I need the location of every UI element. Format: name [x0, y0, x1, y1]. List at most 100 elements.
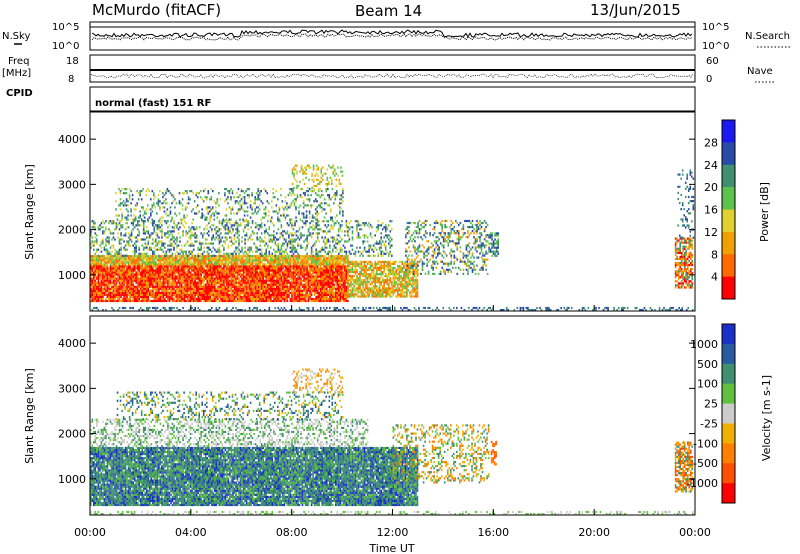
- power-cell: [117, 263, 119, 266]
- power-cell: [335, 281, 337, 284]
- power-cell: [332, 281, 334, 284]
- power-cell: [391, 291, 393, 294]
- power-cell: [188, 279, 190, 282]
- power-cell: [177, 281, 180, 284]
- power-cell: [227, 277, 230, 280]
- power-cell: [150, 291, 153, 294]
- power-cell: [206, 263, 209, 266]
- power-cell: [159, 265, 162, 268]
- power-cell: [327, 291, 330, 294]
- power-cell: [176, 226, 178, 229]
- power-cell: [91, 281, 94, 284]
- power-cell: [377, 266, 379, 270]
- power-cell: [366, 262, 369, 265]
- power-cell: [241, 265, 243, 268]
- power-cell: [209, 226, 212, 229]
- power-cell: [285, 267, 287, 270]
- power-cell: [115, 263, 118, 266]
- power-cell: [274, 257, 277, 260]
- power-cell: [124, 248, 127, 251]
- power-cell: [309, 275, 311, 278]
- power-cell: [306, 275, 308, 278]
- power-cell: [159, 226, 162, 229]
- power-cell: [218, 250, 221, 253]
- power-cell: [186, 289, 189, 292]
- power-cell: [401, 271, 404, 274]
- power-cell: [103, 246, 106, 249]
- power-cell: [309, 267, 311, 270]
- power-cell: [289, 285, 292, 288]
- power-cell: [171, 234, 174, 237]
- power-cell: [121, 273, 124, 276]
- power-cell: [242, 293, 245, 296]
- power-cell: [230, 299, 233, 303]
- power-cell: [233, 299, 236, 303]
- power-cell: [170, 263, 172, 266]
- power-cell: [288, 271, 290, 274]
- power-cell: [280, 267, 283, 270]
- power-cell: [342, 275, 345, 278]
- power-cell: [286, 273, 289, 276]
- power-cell: [345, 289, 348, 292]
- power-cell: [226, 281, 228, 284]
- power-cell: [406, 262, 408, 265]
- power-cell: [159, 230, 162, 233]
- power-cell: [176, 246, 178, 249]
- power-cell: [315, 299, 317, 303]
- power-cell: [209, 271, 212, 274]
- power-cell: [112, 299, 115, 303]
- power-cell: [303, 263, 305, 266]
- power-cell: [257, 283, 260, 286]
- power-cell: [403, 295, 405, 298]
- power-cell: [381, 281, 384, 284]
- power-cell: [147, 281, 150, 284]
- power-cell: [256, 271, 258, 274]
- power-cell: [232, 281, 234, 284]
- power-cell: [257, 287, 260, 290]
- power-cell: [263, 269, 266, 272]
- power-cell: [100, 240, 103, 243]
- power-cell: [412, 291, 414, 294]
- power-cell: [277, 297, 280, 301]
- power-cell: [208, 230, 210, 233]
- power-cell: [144, 299, 147, 303]
- power-cell: [301, 285, 304, 288]
- power-cell: [158, 263, 160, 266]
- power-cell: [291, 295, 293, 298]
- power-cell: [179, 240, 181, 243]
- power-cell: [271, 291, 274, 294]
- power-cell: [342, 257, 345, 260]
- power-cell: [177, 293, 180, 296]
- power-cell: [267, 279, 269, 282]
- power-cell: [259, 279, 261, 282]
- power-cell: [242, 287, 245, 290]
- power-cell: [253, 261, 255, 264]
- power-cell: [307, 255, 310, 258]
- power-cell: [241, 283, 243, 286]
- power-cell: [215, 250, 218, 253]
- power-cell: [206, 269, 209, 272]
- power-cell: [198, 285, 201, 288]
- power-cell: [306, 283, 308, 286]
- power-cell: [212, 269, 215, 272]
- power-cell: [283, 289, 286, 292]
- power-cell: [206, 279, 209, 282]
- power-cell: [303, 265, 305, 268]
- power-cell: [176, 277, 178, 280]
- power-cell: [162, 244, 165, 247]
- power-cell: [332, 265, 334, 268]
- power-cell: [103, 283, 106, 286]
- power-cell: [365, 266, 367, 270]
- power-cell: [176, 259, 178, 262]
- power-cell: [286, 269, 289, 272]
- power-cell: [372, 285, 375, 288]
- power-cell: [183, 261, 186, 264]
- power-cell: [152, 265, 154, 268]
- power-cell: [309, 281, 311, 284]
- power-cell: [415, 264, 417, 268]
- power-cell: [351, 295, 354, 298]
- power-cell: [179, 252, 181, 255]
- power-cell: [185, 277, 187, 280]
- power-cell: [129, 244, 131, 247]
- power-cell: [391, 295, 393, 298]
